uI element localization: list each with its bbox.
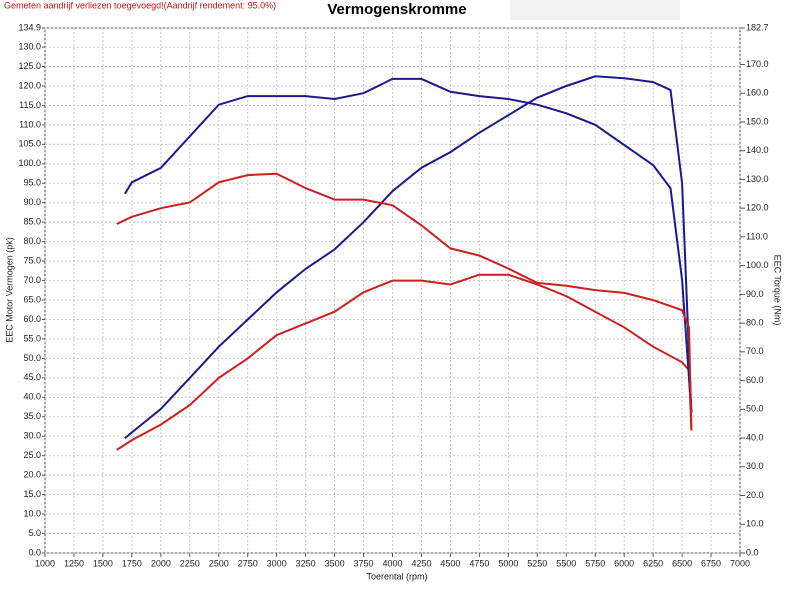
y2-tick-label: 0.0: [746, 547, 759, 557]
y-tick-label: 134.9: [18, 22, 41, 32]
y2-tick-label: 90.0: [746, 289, 764, 299]
x-tick-label: 4500: [440, 558, 460, 568]
y2-tick-label: 160.0: [746, 88, 769, 98]
x-tick-label: 5500: [556, 558, 576, 568]
y-tick-label: 60.0: [23, 314, 41, 324]
header-box: [510, 0, 680, 20]
y2-tick-label: 50.0: [746, 404, 764, 414]
y-tick-label: 100.0: [18, 158, 41, 168]
x-tick-label: 2500: [209, 558, 229, 568]
line: [116, 172, 693, 430]
y-tick-label: 80.0: [23, 236, 41, 246]
x-tick-label: 3750: [354, 558, 374, 568]
y2-tick-label: 120.0: [746, 203, 769, 213]
x-tick-label: 1500: [93, 558, 113, 568]
x-tick-label: 1750: [122, 558, 142, 568]
x-tick-label: 5000: [498, 558, 518, 568]
x-tick-label: 7000: [730, 558, 750, 568]
y-tick-label: 50.0: [23, 353, 41, 363]
x-tick-label: 5750: [585, 558, 605, 568]
y-tick-label: 0.0: [28, 547, 41, 557]
x-axis-label: Toerental (rpm): [366, 571, 427, 581]
x-tick-label: 4750: [469, 558, 489, 568]
x-tick-label: 6750: [701, 558, 721, 568]
y2-tick-label: 20.0: [746, 490, 764, 500]
x-tick-label: 3500: [325, 558, 345, 568]
note: Gemeten aandrijf verliezen toegevoegd!(A…: [4, 0, 276, 10]
plot-area: [44, 27, 741, 554]
y-axis-label: EEC Motor Vermogen (pk): [4, 237, 14, 343]
y2-tick-label: 182.7: [746, 22, 769, 32]
y2-tick-label: 80.0: [746, 317, 764, 327]
x-tick-label: 1000: [35, 558, 55, 568]
y-tick-label: 75.0: [23, 255, 41, 265]
x-tick-label: 2250: [180, 558, 200, 568]
y2-tick-label: 110.0: [746, 231, 768, 241]
y2-tick-label: 60.0: [746, 375, 764, 385]
line: [124, 75, 693, 439]
line: [124, 77, 693, 413]
y2-axis-label: EEC Torque (Nm): [773, 255, 783, 326]
y-tick-label: 85.0: [23, 217, 41, 227]
y-tick-label: 5.0: [28, 528, 41, 538]
y2-tick-label: 10.0: [746, 519, 764, 529]
y2-tick-label: 40.0: [746, 432, 764, 442]
y-tick-label: 110.0: [19, 119, 41, 129]
y-tick-label: 95.0: [23, 178, 41, 188]
x-tick-label: 6500: [672, 558, 692, 568]
x-tick-label: 4250: [411, 558, 431, 568]
chart-title: Vermogenskromme: [327, 1, 466, 18]
y-tick-label: 25.0: [23, 450, 41, 460]
x-tick-label: 5250: [527, 558, 547, 568]
y-tick-label: 20.0: [23, 470, 41, 480]
y2-tick-label: 30.0: [746, 461, 764, 471]
y2-tick-label: 100.0: [746, 260, 769, 270]
x-tick-label: 6000: [614, 558, 634, 568]
y2-tick-label: 170.0: [746, 59, 769, 69]
y-tick-label: 15.0: [23, 489, 41, 499]
y-tick-label: 30.0: [23, 431, 41, 441]
y-tick-label: 10.0: [23, 508, 41, 518]
y-tick-label: 105.0: [18, 139, 41, 149]
line: [116, 273, 693, 451]
y-tick-label: 55.0: [23, 333, 41, 343]
y-tick-label: 130.0: [18, 41, 41, 51]
y-tick-label: 115.0: [19, 100, 41, 110]
x-tick-label: 6250: [643, 558, 663, 568]
x-tick-label: 2750: [238, 558, 258, 568]
y-tick-label: 125.0: [18, 61, 41, 71]
y2-tick-label: 130.0: [746, 174, 769, 184]
y-tick-label: 35.0: [23, 411, 41, 421]
y-tick-label: 90.0: [23, 197, 41, 207]
y-tick-label: 65.0: [23, 294, 41, 304]
x-tick-label: 2000: [151, 558, 171, 568]
x-tick-label: 3000: [267, 558, 287, 568]
y2-tick-label: 70.0: [746, 346, 764, 356]
x-tick-label: 3250: [296, 558, 316, 568]
x-tick-label: 4000: [382, 558, 402, 568]
y-tick-label: 120.0: [18, 80, 41, 90]
y2-tick-label: 140.0: [746, 145, 769, 155]
y-tick-label: 70.0: [23, 275, 41, 285]
y-tick-label: 45.0: [23, 372, 41, 382]
x-tick-label: 1250: [64, 558, 84, 568]
y-tick-label: 40.0: [23, 392, 41, 402]
y2-tick-label: 150.0: [746, 116, 769, 126]
